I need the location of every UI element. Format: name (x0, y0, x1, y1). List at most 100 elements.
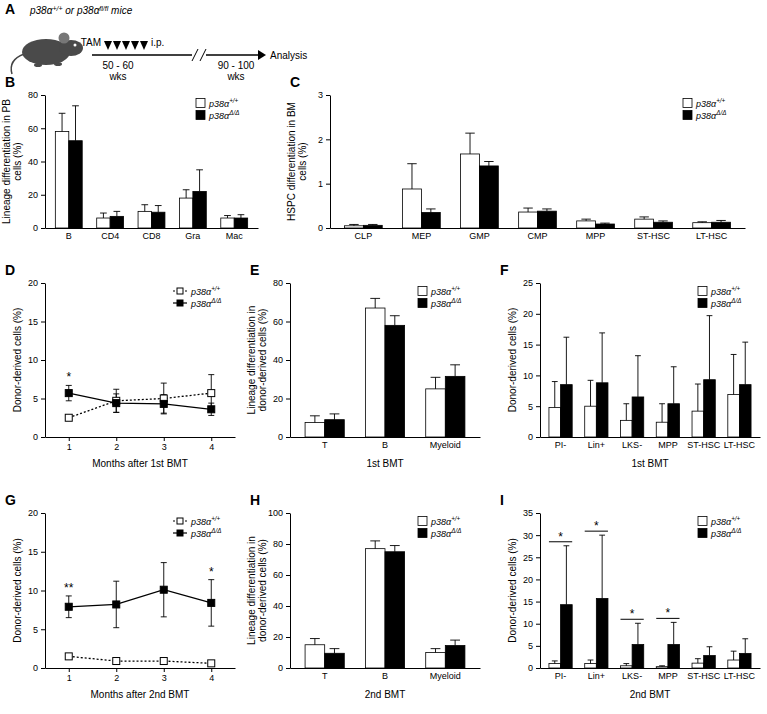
tick: 5 (528, 402, 540, 412)
text-part: p38α (430, 287, 452, 297)
tick-label: 80 (28, 90, 38, 100)
tick: 10 (28, 355, 45, 365)
tick: 4 (209, 437, 214, 452)
tick-label: CD4 (101, 231, 119, 241)
point (208, 406, 215, 413)
superscript: +/+ (451, 515, 460, 522)
tick: MEP (412, 231, 432, 241)
y-axis: 020406080 (273, 278, 291, 442)
panel-label: D (5, 262, 15, 278)
tick-label: 15 (523, 340, 533, 350)
bar (549, 664, 561, 668)
bar (152, 212, 165, 228)
superscript: Δ/Δ (228, 109, 239, 116)
tick-label: 60 (273, 570, 283, 580)
tick: T (322, 440, 328, 450)
tick: 40 (28, 157, 45, 167)
tick: MPP (586, 231, 606, 241)
tick: Lin+ (588, 671, 605, 681)
text-part: or p38α (63, 5, 100, 16)
tick: 10 (523, 371, 540, 381)
schematic: Ap38α+/+ or p38αfl/fl miceTAMi.p.50 - 60… (5, 1, 307, 82)
error-bar (310, 639, 320, 645)
legend-swatch (698, 517, 707, 526)
bar (426, 389, 446, 437)
superscript: +/+ (52, 5, 62, 12)
tick-label: 0 (528, 663, 533, 673)
axis-line (541, 668, 761, 669)
tick-label: 15 (523, 597, 533, 607)
tick-mark (326, 95, 330, 96)
axis-line (46, 437, 236, 438)
panel: 020406080TBMyeloidp38α+/+p38αΔ/ΔELineage… (246, 262, 481, 469)
error-bar (552, 382, 558, 408)
tick: 5 (528, 641, 540, 651)
bar (305, 645, 325, 668)
error-bar (370, 298, 380, 308)
bar (704, 656, 716, 668)
bar (561, 385, 573, 437)
error-bar (742, 342, 748, 385)
tick-mark (69, 437, 70, 441)
bar (654, 222, 673, 228)
end-age: 90 - 100 (218, 60, 255, 71)
tick: B (382, 440, 388, 450)
tick-label: 80 (273, 278, 283, 288)
tick-label: LT-HSC (724, 671, 756, 681)
bar (97, 218, 110, 228)
bar (656, 667, 668, 668)
point (113, 658, 120, 665)
error-bar (707, 316, 713, 380)
x-axis: CLPMEPGMPCMPMPPST-HSCLT-HSC (331, 229, 746, 242)
tick-label: 0 (318, 223, 323, 233)
injection-marker (131, 41, 139, 50)
tick-mark (286, 322, 290, 323)
error-bar (72, 106, 79, 141)
background (0, 0, 767, 714)
start-age: 50 - 60 (102, 60, 134, 71)
panel: 05101520253035PI-Lin+LKS-MPPST-HSCLT-HSC… (500, 492, 761, 700)
legend: p38α+/+p38αΔ/Δ (683, 97, 726, 121)
legend-label: p38αΔ/Δ (710, 297, 741, 309)
tick-label: 20 (523, 575, 533, 585)
tick-mark (41, 513, 45, 514)
tick-mark (41, 283, 45, 284)
panel-label: E (250, 262, 259, 278)
error-bar (484, 162, 493, 166)
timeline (92, 54, 192, 56)
tick-label: 0 (33, 223, 38, 233)
y-axis-title: HSPC differentiation in BMcells (%) (286, 102, 308, 221)
tick: Gra (185, 231, 200, 241)
tick: 20 (28, 190, 45, 200)
legend-swatch (698, 287, 707, 296)
bar (519, 212, 538, 228)
injection-marker (140, 41, 148, 50)
tick-label: 10 (28, 586, 38, 596)
error-bar (581, 219, 590, 221)
bar (635, 219, 654, 228)
tick-label: B (66, 231, 72, 241)
axis-line (45, 96, 46, 229)
tick-mark (536, 535, 540, 536)
tick: CLP (355, 231, 373, 241)
tick-mark (536, 283, 540, 284)
marks (345, 133, 731, 228)
y-axis-title: Lineage differentiation indonor-derived … (246, 536, 268, 645)
error-bar (390, 546, 400, 552)
tick: 4 (209, 668, 214, 683)
tick-mark (211, 668, 212, 672)
tick-label: 20 (523, 309, 533, 319)
superscript: Δ/Δ (450, 297, 461, 304)
error-bar (639, 217, 648, 219)
legend-label: p38α+/+ (190, 285, 221, 297)
tick-mark (536, 437, 540, 438)
start-unit: wks (108, 71, 126, 82)
point (65, 653, 72, 660)
bar (728, 660, 740, 668)
tick-label: 10 (28, 355, 38, 365)
title-line: Donor-derived cells (%) (12, 538, 23, 642)
bar (585, 406, 597, 437)
tick-label: ST-HSC (687, 440, 721, 450)
error-bar (224, 216, 231, 218)
legend-label: p38αΔ/Δ (695, 109, 726, 121)
